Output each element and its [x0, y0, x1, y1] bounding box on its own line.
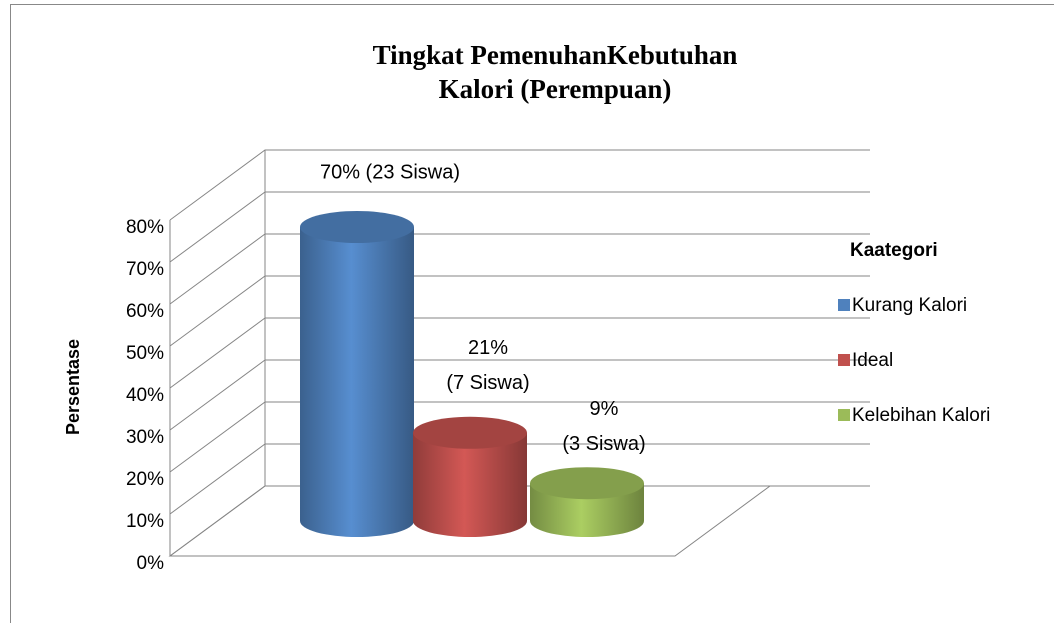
y-axis-label: Persentase [63, 339, 83, 435]
bar [530, 467, 644, 537]
bar-top [530, 467, 644, 500]
legend-label: Kurang Kalori [852, 295, 967, 316]
grid-line [169, 233, 870, 305]
legend-label: Kelebihan Kalori [852, 405, 990, 426]
grid-line [169, 359, 870, 431]
y-tick-label: 50% [126, 343, 164, 364]
bar-top [300, 211, 414, 243]
value-label: 9% (3 Siswa) [562, 398, 645, 455]
y-tick-label: 30% [126, 427, 164, 448]
grid-line [169, 317, 870, 389]
chart-title: Tingkat PemenuhanKebutuhan Kalori (Peremp… [373, 40, 738, 104]
legend-label: Ideal [852, 350, 893, 371]
grid-line [169, 401, 870, 473]
bar [413, 416, 527, 537]
y-tick-label: 40% [126, 385, 164, 406]
bar-top [413, 416, 527, 449]
value-label: 70% (23 Siswa) [320, 161, 460, 183]
legend-swatch [838, 409, 850, 421]
grid-line [169, 191, 870, 263]
legend-swatch [838, 354, 850, 366]
grid-line [169, 443, 870, 515]
value-label: 21% (7 Siswa) [446, 337, 529, 394]
bar-body [300, 227, 414, 537]
y-tick-label: 0% [137, 553, 165, 574]
legend-swatch [838, 299, 850, 311]
y-tick-label: 80% [126, 217, 164, 238]
legend-title: Kaategori [850, 240, 938, 261]
y-tick-label: 20% [126, 469, 164, 490]
grid-line [169, 485, 870, 557]
bar-body [413, 432, 527, 537]
grid-line [169, 275, 870, 347]
grid-line [169, 149, 870, 221]
y-tick-label: 70% [126, 259, 164, 280]
y-tick-label: 60% [126, 301, 164, 322]
bar [300, 211, 414, 537]
y-tick-label: 10% [126, 511, 164, 532]
